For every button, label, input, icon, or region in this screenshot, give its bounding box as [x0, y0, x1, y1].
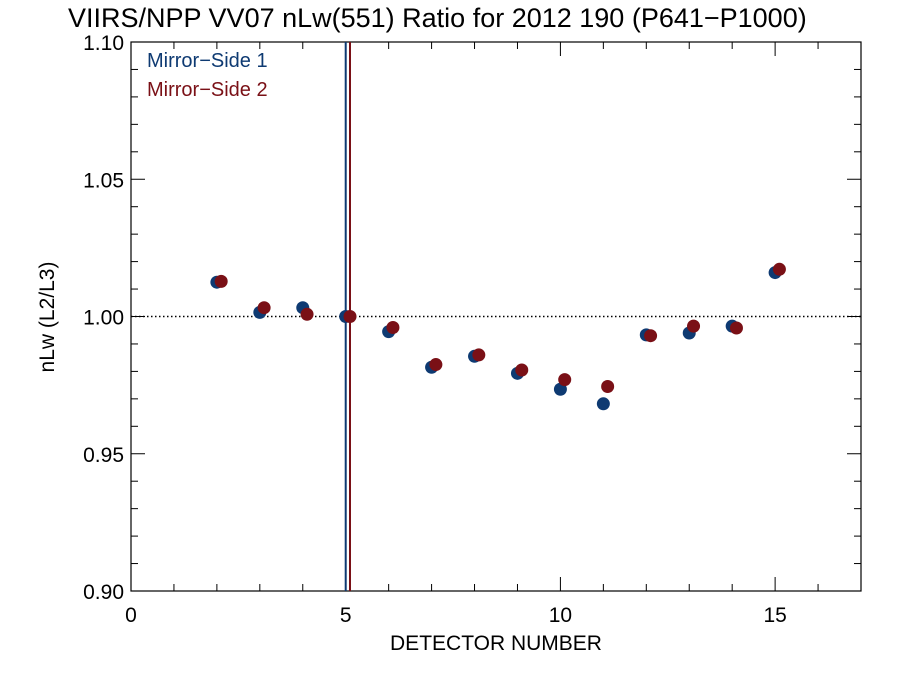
y-tick-label: 0.90 — [83, 581, 124, 604]
mirror-side-2-point — [601, 379, 615, 393]
mirror-side-2-point — [429, 358, 443, 372]
mirror-side-2-point — [343, 310, 357, 323]
mirror-side-2-point — [729, 321, 743, 335]
plot-area: 0 5 10 15 0.90 0.95 1.00 1.05 1.10 — [83, 32, 862, 627]
y-tick-label: 1.05 — [83, 169, 124, 192]
mirror-side-2-point — [558, 373, 572, 387]
y-tick-label: 1.10 — [83, 32, 124, 55]
mirror-side-2-point — [214, 274, 228, 288]
chart-title: VIIRS/NPP VV07 nLw(551) Ratio for 2012 1… — [68, 3, 807, 33]
x-tick-label: 0 — [125, 604, 137, 627]
x-axis-label: DETECTOR NUMBER — [390, 632, 602, 655]
mirror-side-2-point — [772, 262, 786, 276]
mirror-side-2-point — [300, 307, 314, 321]
mirror-side-1-point — [596, 397, 610, 411]
mirror-side-2-point — [515, 363, 529, 377]
mirror-side-2-point — [644, 329, 658, 343]
mirror-side-2-point — [472, 348, 486, 362]
mirror-side-2-point — [687, 319, 701, 333]
x-tick-label: 15 — [763, 604, 786, 627]
x-tick-label: 10 — [549, 604, 572, 627]
y-tick-label: 0.95 — [83, 444, 124, 467]
mirror-side-2-point — [257, 301, 271, 315]
mirror-side-2-point — [386, 320, 400, 334]
legend-entry-mirror-side-1: Mirror−Side 1 — [147, 50, 268, 72]
y-axis-label: nLw (L2/L3) — [36, 262, 59, 373]
x-tick-label: 5 — [340, 604, 352, 627]
legend-entry-mirror-side-2: Mirror−Side 2 — [147, 79, 268, 101]
y-tick-label: 1.00 — [83, 307, 124, 330]
